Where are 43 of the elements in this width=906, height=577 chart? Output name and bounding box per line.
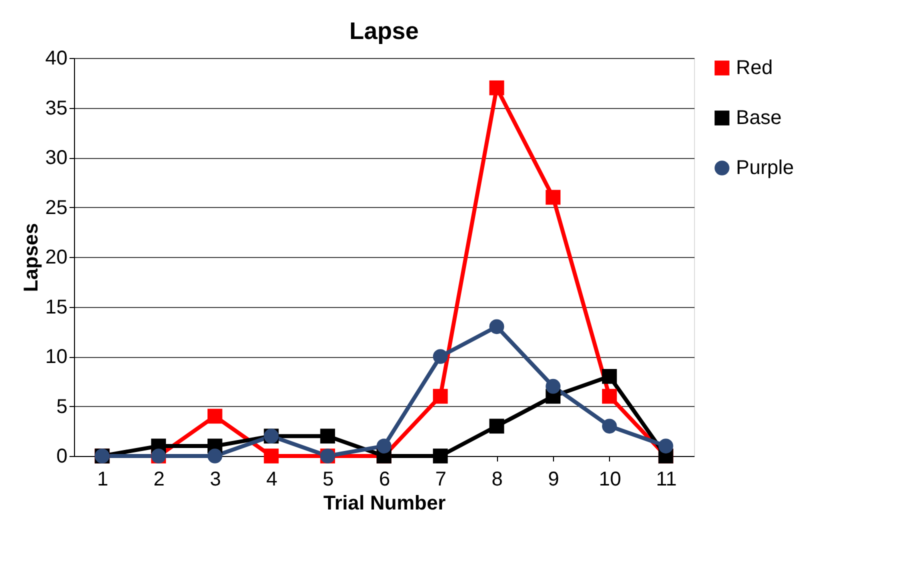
x-tick-label: 7 [435,468,446,490]
point [432,388,448,404]
y-tick-label: 10 [45,346,68,368]
x-tick-label: 2 [153,468,165,490]
point [546,378,561,394]
y-axis-title: Lapses [20,223,42,292]
point [546,190,561,205]
x-tick-label: 3 [210,468,221,490]
x-tick-label: 5 [322,468,334,490]
legend-label: Purple [736,157,794,179]
y-tick-label: 35 [45,97,68,120]
x-axis-title: Trial Number [323,492,446,514]
chart-title: Lapse [349,18,419,45]
point [320,428,336,444]
point [602,368,617,384]
x-tick-label: 4 [266,468,278,490]
y-tick-label: 5 [56,396,68,418]
point [207,448,222,464]
y-tick-label: 40 [45,48,68,70]
y-tick-label: 15 [45,296,68,318]
x-tick-label: 8 [492,468,503,490]
y-tick-label: 30 [45,147,68,169]
x-tick-label: 6 [378,468,390,490]
legend-label: Base [736,107,782,129]
point [658,438,674,454]
y-tick-label: 20 [45,246,68,268]
point [489,319,504,334]
legend-label: Red [736,57,773,79]
point [602,388,617,404]
point [489,80,504,96]
x-tick-label: 9 [548,468,560,490]
point [207,408,222,424]
point [432,448,448,464]
point [489,418,504,434]
y-tick-label: 0 [56,446,68,468]
point [264,448,279,464]
x-tick-label: 10 [598,468,622,490]
point [432,349,448,364]
point [602,418,617,434]
x-tick-label: 1 [97,468,108,490]
point [376,438,392,454]
x-tick-label: 11 [656,468,677,490]
y-tick-label: 25 [45,196,68,219]
